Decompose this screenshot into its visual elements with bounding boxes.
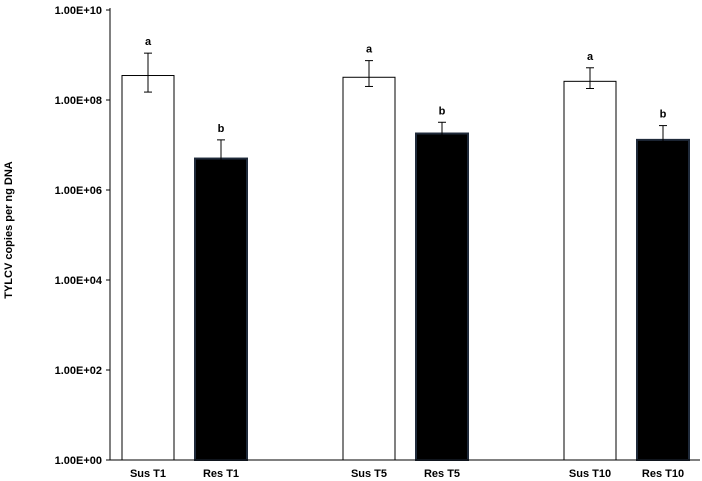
y-tick-label: 1.00E+06 — [55, 185, 102, 197]
bar-sus-t10 — [563, 80, 617, 461]
y-tick-label: 1.00E+10 — [55, 5, 102, 17]
significance-label: a — [145, 36, 152, 48]
bars: a b a b a b — [121, 36, 690, 462]
bar-sus-t1 — [121, 75, 175, 461]
significance-label: b — [439, 105, 446, 117]
bar-res-t5 — [415, 132, 469, 462]
significance-label: b — [660, 109, 667, 121]
significance-label: a — [587, 51, 594, 63]
y-tick-label: 1.00E+08 — [55, 95, 102, 107]
bar-res-t10 — [636, 138, 690, 461]
category-label: Sus T1 — [130, 468, 166, 480]
significance-label: a — [366, 44, 373, 56]
category-label: Res T1 — [203, 468, 239, 480]
y-tick-label: 1.00E+00 — [55, 455, 102, 467]
significance-label: b — [218, 123, 225, 135]
y-axis-title: TYLCV copies per ng DNA — [3, 161, 15, 299]
category-label: Res T5 — [424, 468, 460, 480]
y-tick-label: 1.00E+02 — [55, 365, 102, 377]
y-axis-ticks: 1.00E+00 1.00E+02 1.00E+04 1.00E+06 1.00E+08… — [55, 5, 110, 467]
category-labels: Sus T1 Res T1 Sus T5 Res T5 Sus T10 Res T10 — [130, 468, 684, 480]
category-label: Sus T5 — [351, 468, 387, 480]
bar-res-t1 — [194, 157, 248, 461]
category-label: Res T10 — [642, 468, 684, 480]
category-label: Sus T10 — [569, 468, 611, 480]
bar-sus-t5 — [342, 76, 396, 461]
y-tick-label: 1.00E+04 — [55, 275, 103, 287]
